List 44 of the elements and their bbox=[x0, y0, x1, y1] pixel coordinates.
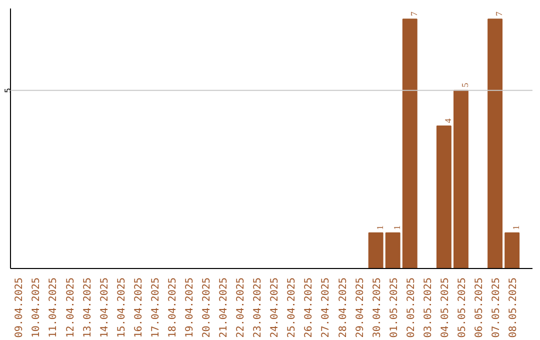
x-tick-label: 05.05.2025 bbox=[456, 277, 468, 338]
x-tick-label: 10.04.2025 bbox=[31, 277, 42, 338]
data-label: 1 bbox=[511, 225, 522, 230]
x-tick-label: 16.04.2025 bbox=[133, 277, 144, 338]
x-tick-label: 25.04.2025 bbox=[286, 277, 298, 338]
x-tick-label: 21.04.2025 bbox=[218, 277, 230, 338]
data-label: 5 bbox=[460, 82, 470, 88]
x-tick-label: 15.04.2025 bbox=[116, 277, 128, 338]
x-tick-label: 30.04.2025 bbox=[372, 277, 383, 338]
x-tick-label: 02.05.2025 bbox=[406, 277, 417, 338]
x-tick-label: 20.04.2025 bbox=[202, 277, 213, 338]
x-tick-label: 22.04.2025 bbox=[236, 277, 247, 338]
x-tick-label: 29.04.2025 bbox=[354, 277, 366, 338]
x-tick-label: 28.04.2025 bbox=[338, 277, 349, 338]
bar bbox=[453, 90, 468, 268]
x-tick-label: 17.04.2025 bbox=[150, 277, 162, 338]
x-tick-label: 19.04.2025 bbox=[184, 277, 196, 338]
x-tick-label: 14.04.2025 bbox=[99, 277, 110, 338]
data-label: 7 bbox=[494, 11, 504, 16]
x-tick-label: 11.04.2025 bbox=[48, 277, 60, 338]
bar bbox=[504, 232, 520, 268]
x-tick-label: 12.04.2025 bbox=[65, 277, 76, 338]
data-label: 7 bbox=[408, 11, 419, 16]
bar bbox=[436, 126, 452, 268]
x-tick-label: 01.05.2025 bbox=[388, 277, 400, 338]
x-tick-label: 24.04.2025 bbox=[270, 277, 281, 338]
x-tick-label: 03.05.2025 bbox=[422, 277, 434, 338]
bar bbox=[488, 18, 503, 268]
bar bbox=[402, 18, 418, 268]
data-label: 4 bbox=[442, 118, 453, 124]
data-label: 1 bbox=[392, 225, 402, 230]
x-tick-label: 06.05.2025 bbox=[474, 277, 485, 338]
data-label: 1 bbox=[374, 225, 385, 230]
x-tick-label: 07.05.2025 bbox=[491, 277, 502, 338]
x-tick-label: 13.04.2025 bbox=[82, 277, 94, 338]
x-tick-label: 04.05.2025 bbox=[440, 277, 451, 338]
x-tick-label: 08.05.2025 bbox=[508, 277, 520, 338]
bar bbox=[385, 232, 400, 268]
x-tick-label: 26.04.2025 bbox=[304, 277, 315, 338]
x-tick-label: 18.04.2025 bbox=[167, 277, 178, 338]
x-tick-label: 09.04.2025 bbox=[14, 277, 26, 338]
x-tick-label: 27.04.2025 bbox=[320, 277, 332, 338]
x-tick-label: 23.04.2025 bbox=[252, 277, 264, 338]
bar bbox=[368, 232, 384, 268]
